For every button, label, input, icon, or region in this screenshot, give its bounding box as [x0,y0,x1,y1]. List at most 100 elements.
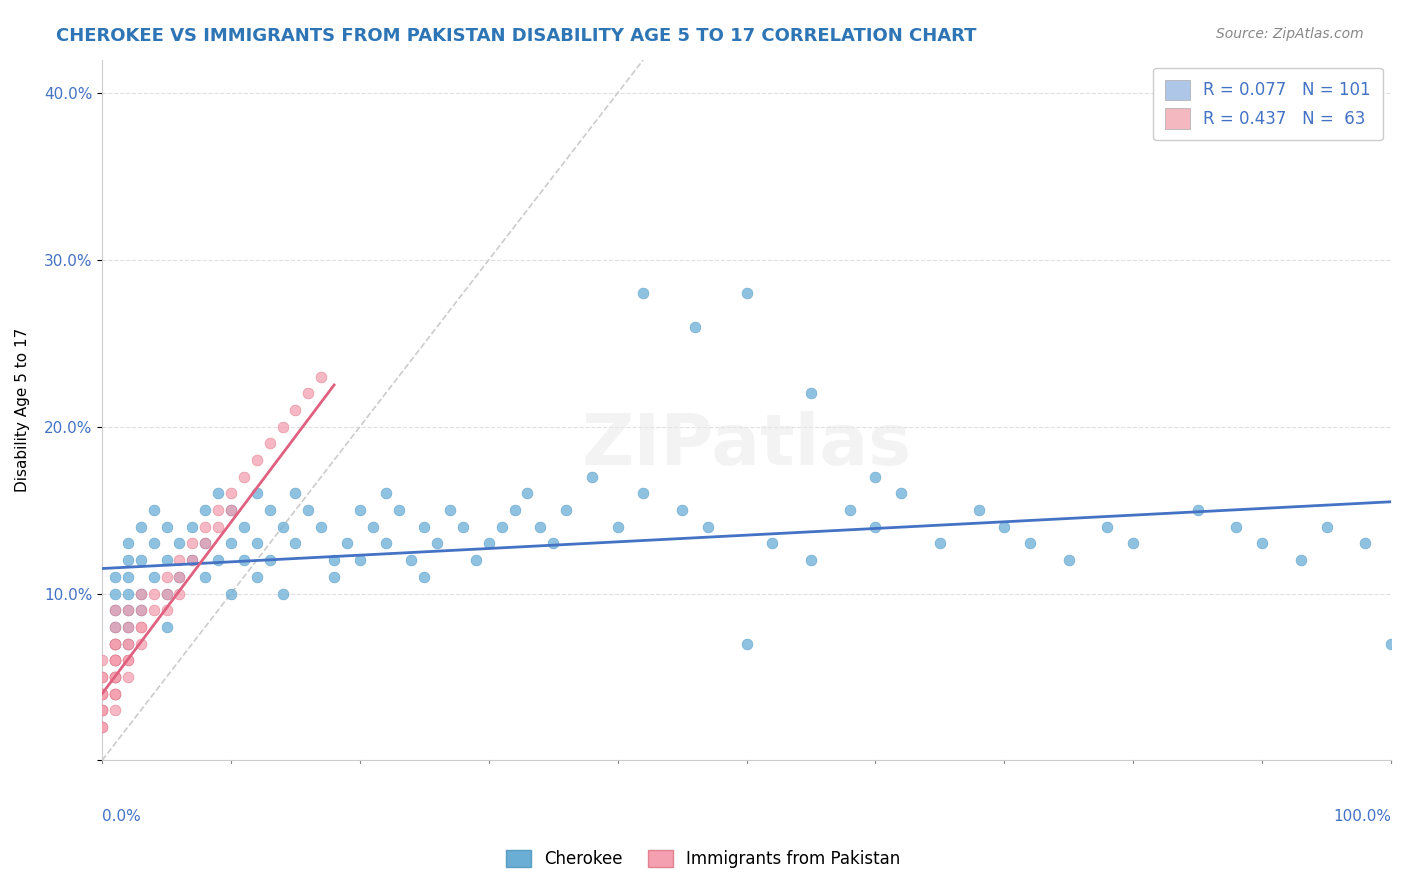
Point [104,637,127,651]
Point [155,586,177,600]
Point [439,503,461,517]
Point [336,536,359,550]
Point [323,570,346,584]
Legend: Cherokee, Immigrants from Pakistan: Cherokee, Immigrants from Pakistan [499,843,907,875]
Text: 100.0%: 100.0% [1333,809,1391,824]
Point [104,670,127,684]
Text: Source: ZipAtlas.com: Source: ZipAtlas.com [1216,27,1364,41]
Point [683,319,706,334]
Point [91,653,114,667]
Point [284,403,307,417]
Point [104,570,127,584]
Point [232,520,254,534]
Point [1225,520,1247,534]
Point [633,486,655,500]
Point [207,503,229,517]
Point [129,586,152,600]
Point [142,536,165,550]
Point [1354,536,1376,550]
Point [117,670,139,684]
Point [491,520,513,534]
Point [117,553,139,567]
Legend: R = 0.077   N = 101, R = 0.437   N =  63: R = 0.077 N = 101, R = 0.437 N = 63 [1153,68,1382,140]
Point [555,503,578,517]
Point [838,503,860,517]
Point [993,520,1015,534]
Point [1289,553,1312,567]
Point [181,553,204,567]
Point [117,536,139,550]
Point [232,469,254,483]
Point [169,553,191,567]
Point [413,520,436,534]
Point [104,637,127,651]
Point [219,486,242,500]
Point [142,503,165,517]
Point [104,620,127,634]
Point [117,586,139,600]
Point [219,503,242,517]
Point [129,603,152,617]
Point [91,720,114,734]
Point [169,586,191,600]
Point [117,653,139,667]
Point [169,570,191,584]
Point [91,670,114,684]
Point [219,536,242,550]
Y-axis label: Disability Age 5 to 17: Disability Age 5 to 17 [15,328,30,492]
Point [207,520,229,534]
Point [91,720,114,734]
Point [259,503,281,517]
Point [104,670,127,684]
Point [155,520,177,534]
Point [104,653,127,667]
Point [104,637,127,651]
Point [1019,536,1042,550]
Point [169,536,191,550]
Point [309,369,332,384]
Point [104,703,127,717]
Point [104,603,127,617]
Point [142,603,165,617]
Point [800,386,823,401]
Point [129,620,152,634]
Point [129,586,152,600]
Point [349,503,371,517]
Point [91,687,114,701]
Point [91,687,114,701]
Point [1097,520,1119,534]
Point [865,520,887,534]
Point [633,286,655,301]
Point [117,637,139,651]
Point [581,469,603,483]
Point [387,503,409,517]
Point [246,486,269,500]
Point [503,503,526,517]
Point [1057,553,1080,567]
Point [516,486,538,500]
Point [761,536,783,550]
Point [117,637,139,651]
Point [890,486,912,500]
Point [104,620,127,634]
Point [181,520,204,534]
Point [129,637,152,651]
Point [309,520,332,534]
Point [104,687,127,701]
Point [928,536,950,550]
Point [426,536,449,550]
Point [155,603,177,617]
Point [129,520,152,534]
Point [219,586,242,600]
Point [117,603,139,617]
Point [117,637,139,651]
Point [284,536,307,550]
Point [142,586,165,600]
Point [1379,637,1402,651]
Text: ZIPatlas: ZIPatlas [582,410,911,480]
Point [219,503,242,517]
Point [451,520,474,534]
Point [297,503,319,517]
Point [401,553,423,567]
Point [181,536,204,550]
